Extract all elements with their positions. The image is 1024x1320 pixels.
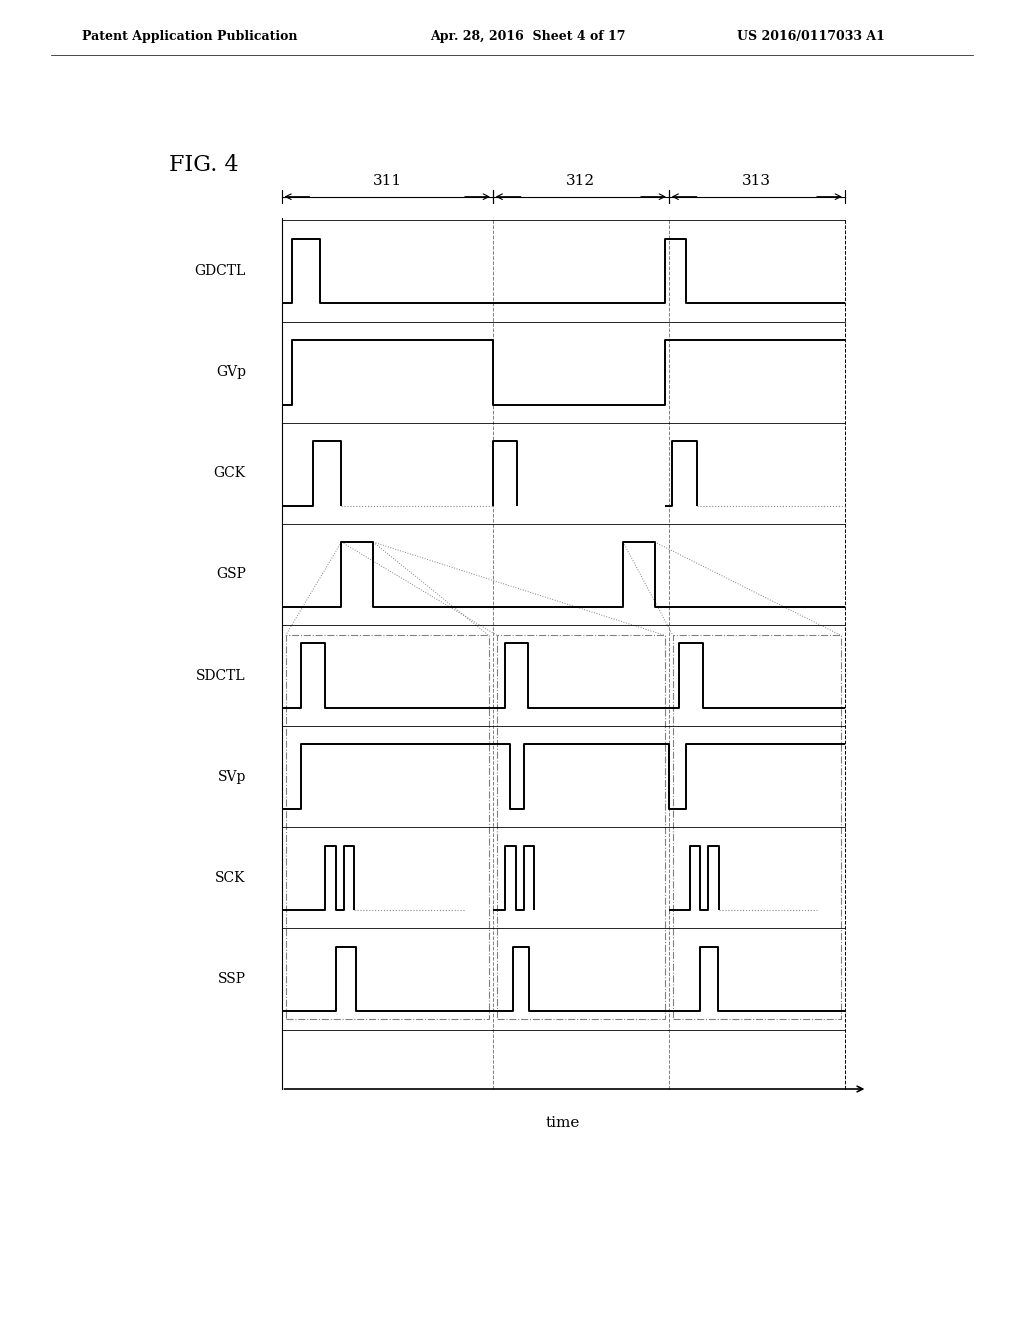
Text: GVp: GVp — [216, 366, 246, 379]
Text: GDCTL: GDCTL — [195, 264, 246, 279]
Text: Apr. 28, 2016  Sheet 4 of 17: Apr. 28, 2016 Sheet 4 of 17 — [430, 30, 626, 44]
Text: 311: 311 — [373, 174, 401, 187]
Text: GSP: GSP — [216, 568, 246, 581]
Bar — [673, 635, 841, 1019]
Bar — [497, 635, 665, 1019]
Text: FIG. 4: FIG. 4 — [169, 154, 239, 176]
Text: SDCTL: SDCTL — [197, 669, 246, 682]
Text: time: time — [546, 1117, 581, 1130]
Text: Patent Application Publication: Patent Application Publication — [82, 30, 297, 44]
Text: SVp: SVp — [217, 770, 246, 784]
Text: SCK: SCK — [215, 871, 246, 884]
Bar — [286, 635, 488, 1019]
Text: GCK: GCK — [214, 466, 246, 480]
Text: 313: 313 — [742, 174, 771, 187]
Text: 312: 312 — [566, 174, 595, 187]
Text: US 2016/0117033 A1: US 2016/0117033 A1 — [737, 30, 885, 44]
Text: SSP: SSP — [218, 972, 246, 986]
